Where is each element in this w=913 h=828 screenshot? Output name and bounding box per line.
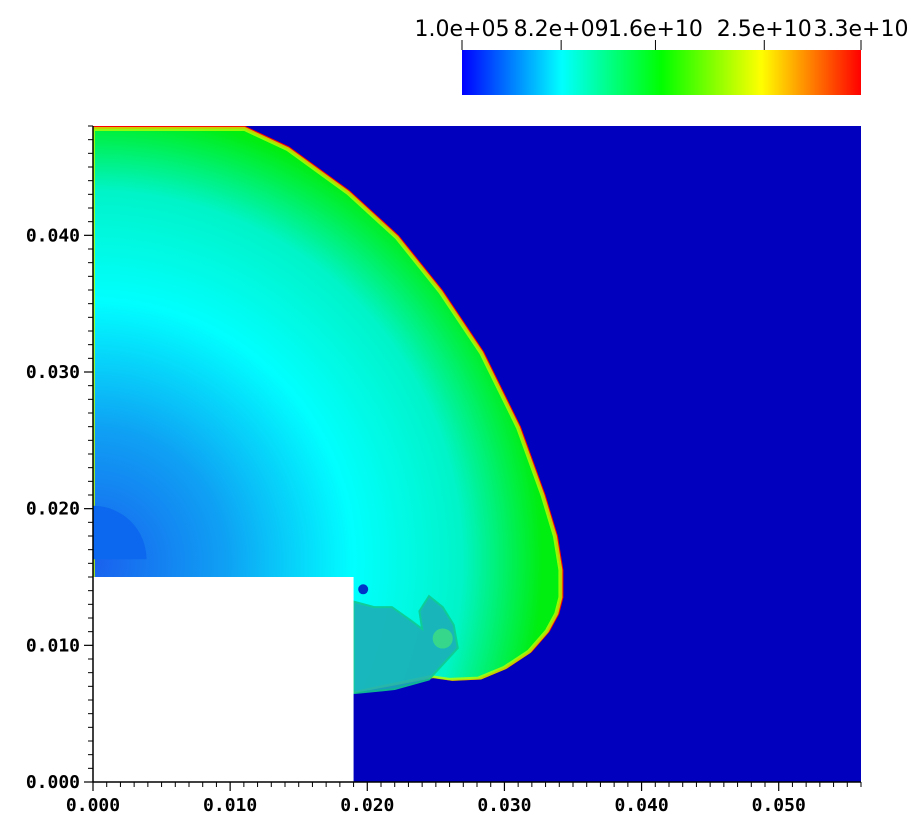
colorbar-gradient xyxy=(462,50,861,95)
shocked-region xyxy=(93,126,564,695)
post-shock-band xyxy=(93,126,563,694)
vortex-eye xyxy=(432,628,453,649)
y-tick-label: 0.020 xyxy=(26,499,80,520)
y-tick-label: 0.000 xyxy=(26,772,80,793)
y-tick-label: 0.040 xyxy=(26,225,80,246)
x-axis-ticks: 0.000 0.010 0.020 0.030 0.040 0.050 xyxy=(66,782,862,816)
shocked-region-fill xyxy=(93,128,561,694)
y-tick-label: 0.030 xyxy=(26,362,80,383)
colorbar-tick-label: 1.6e+10 xyxy=(608,17,703,42)
colorbar: 1.0e+05 8.2e+09 1.6e+10 2.5e+10 3.3e+10 xyxy=(415,17,909,95)
core-region xyxy=(93,505,147,560)
x-tick-label: 0.020 xyxy=(340,795,394,816)
x-tick-label: 0.000 xyxy=(66,795,120,816)
obstacle-block xyxy=(93,577,354,782)
y-tick-label: 0.010 xyxy=(26,635,80,656)
y-axis-ticks: 0.000 0.010 0.020 0.030 0.040 xyxy=(26,125,93,793)
x-tick-label: 0.010 xyxy=(203,795,257,816)
colorbar-tick-label: 2.5e+10 xyxy=(717,17,812,42)
x-tick-label: 0.050 xyxy=(752,795,806,816)
x-tick-label: 0.030 xyxy=(477,795,531,816)
colorbar-tick-label: 1.0e+05 xyxy=(415,17,510,42)
low-value-dot xyxy=(358,584,369,595)
vortex-feature xyxy=(352,594,459,695)
colorbar-tick-label: 3.3e+10 xyxy=(814,17,909,42)
colorbar-tick-label: 8.2e+09 xyxy=(514,17,609,42)
colorbar-ticks: 1.0e+05 8.2e+09 1.6e+10 2.5e+10 3.3e+10 xyxy=(415,17,909,50)
x-tick-label: 0.040 xyxy=(614,795,668,816)
